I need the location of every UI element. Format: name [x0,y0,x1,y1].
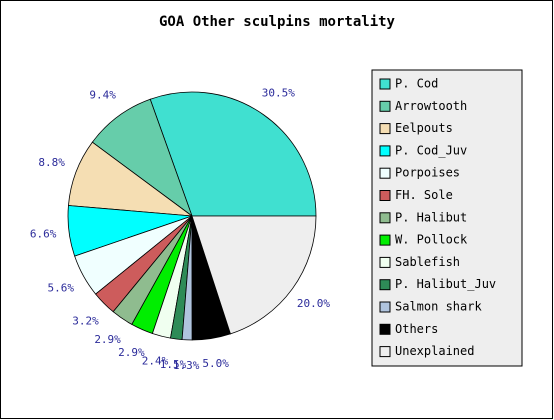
data-label: 2.9% [94,333,121,346]
data-label: 8.8% [38,156,65,169]
data-label: 1.3% [173,359,200,372]
data-label: 6.6% [30,227,57,240]
legend-label: Others [395,322,438,336]
legend-swatch [379,279,391,291]
data-label: 2.9% [118,346,145,359]
legend-label: FH. Sole [395,188,453,202]
legend-label: Eelpouts [395,121,453,135]
legend-swatch [379,234,391,246]
legend-label: P. Cod_Juv [395,143,467,157]
legend-swatch [379,78,391,90]
legend-label: Arrowtooth [395,99,467,113]
data-label: 1.5% [160,358,187,371]
legend-label: Sablefish [395,255,460,269]
data-label: 30.5% [262,86,295,99]
legend-box [371,69,523,367]
legend-label: P. Halibut_Juv [395,277,496,291]
legend-swatch [379,145,391,157]
legend-label: Unexplained [395,344,474,358]
data-label: 3.2% [72,315,99,328]
legend-label: Porpoises [395,166,460,180]
data-label: 5.6% [47,282,74,295]
data-label: 2.4% [142,354,169,367]
data-label: 9.4% [89,89,116,102]
pie-slice [149,91,317,217]
legend-swatch [379,212,391,224]
legend-label: W. Pollock [395,233,468,247]
legend-swatch [379,346,391,358]
data-label: 20.0% [297,297,330,310]
legend-swatch [379,190,391,201]
legend-swatch [379,323,391,335]
legend-label: Salmon shark [395,300,482,314]
legend-label: P. Halibut [395,210,467,224]
data-label: 5.0% [202,357,229,370]
chart-title: GOA Other sculpins mortality [159,14,396,30]
pie-slice [191,215,317,335]
legend-label: P. Cod [395,77,438,91]
legend-swatch [379,167,391,179]
legend-swatch [379,100,391,112]
legend-swatch [379,301,391,313]
legend-swatch [379,256,391,268]
legend-swatch [379,123,391,135]
